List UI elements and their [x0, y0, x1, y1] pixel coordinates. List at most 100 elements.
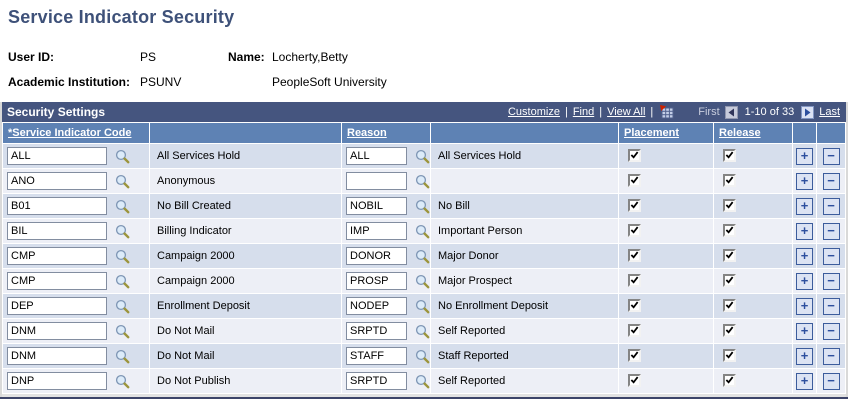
lookup-icon[interactable]: [415, 199, 430, 214]
service-indicator-code-input[interactable]: [7, 247, 107, 265]
lookup-icon[interactable]: [415, 249, 430, 264]
placement-cell: [619, 194, 713, 218]
lookup-icon[interactable]: [115, 174, 130, 189]
service-indicator-code-input[interactable]: [7, 197, 107, 215]
release-checkbox[interactable]: [723, 298, 736, 312]
placement-checkbox[interactable]: [628, 298, 641, 312]
placement-checkbox[interactable]: [628, 348, 641, 362]
placement-checkbox[interactable]: [628, 198, 641, 212]
delete-row-button[interactable]: −: [822, 297, 840, 315]
delete-row-button[interactable]: −: [822, 372, 840, 390]
service-indicator-code-input[interactable]: [7, 372, 107, 390]
customize-link[interactable]: Customize: [507, 106, 560, 118]
delete-row-button[interactable]: −: [822, 247, 840, 265]
delete-cell: −: [817, 269, 845, 293]
release-checkbox[interactable]: [723, 198, 736, 212]
service-indicator-code-input[interactable]: [7, 297, 107, 315]
delete-row-button[interactable]: −: [822, 222, 840, 240]
reason-cell: [342, 244, 430, 268]
code-description: No Bill Created: [150, 194, 341, 218]
lookup-icon[interactable]: [115, 224, 130, 239]
lookup-icon[interactable]: [115, 274, 130, 289]
delete-row-button[interactable]: −: [822, 347, 840, 365]
add-row-button[interactable]: +: [796, 322, 813, 340]
view-all-link[interactable]: View All: [607, 106, 646, 118]
user-id-label: User ID:: [8, 49, 55, 64]
service-indicator-code-input[interactable]: [7, 347, 107, 365]
add-row-button[interactable]: +: [796, 172, 813, 190]
delete-row-button[interactable]: −: [822, 197, 840, 215]
release-checkbox[interactable]: [723, 348, 736, 362]
last-link[interactable]: Last: [819, 106, 840, 118]
reason-input[interactable]: [346, 322, 407, 340]
toolbar-separator: |: [564, 106, 568, 118]
placement-checkbox[interactable]: [628, 373, 641, 387]
lookup-icon[interactable]: [415, 349, 430, 364]
release-checkbox[interactable]: [723, 173, 736, 187]
placement-checkbox[interactable]: [628, 173, 641, 187]
reason-input[interactable]: [346, 197, 407, 215]
reason-input[interactable]: [346, 372, 407, 390]
add-row-button[interactable]: +: [796, 197, 813, 215]
lookup-icon[interactable]: [415, 224, 430, 239]
delete-row-button[interactable]: −: [822, 322, 840, 340]
release-checkbox[interactable]: [723, 223, 736, 237]
service-indicator-code-input[interactable]: [7, 172, 107, 190]
add-row-button[interactable]: +: [796, 222, 813, 240]
release-checkbox[interactable]: [723, 373, 736, 387]
service-indicator-code-input[interactable]: [7, 322, 107, 340]
reason-input[interactable]: [346, 247, 407, 265]
lookup-icon[interactable]: [115, 249, 130, 264]
next-rows-button[interactable]: [801, 105, 815, 119]
code-cell: [3, 319, 149, 343]
placement-checkbox[interactable]: [628, 148, 641, 162]
checkmark-icon: [630, 201, 639, 209]
reason-input[interactable]: [346, 172, 407, 190]
checkmark-icon: [725, 251, 734, 259]
reason-input[interactable]: [346, 297, 407, 315]
placement-checkbox[interactable]: [628, 323, 641, 337]
lookup-icon[interactable]: [115, 349, 130, 364]
placement-checkbox[interactable]: [628, 273, 641, 287]
release-checkbox[interactable]: [723, 273, 736, 287]
release-checkbox[interactable]: [723, 248, 736, 262]
release-checkbox[interactable]: [723, 148, 736, 162]
add-row-button[interactable]: +: [796, 147, 813, 165]
lookup-icon[interactable]: [415, 324, 430, 339]
lookup-icon[interactable]: [415, 149, 430, 164]
add-row-button[interactable]: +: [796, 372, 813, 390]
add-row-button[interactable]: +: [796, 272, 813, 290]
service-indicator-code-input[interactable]: [7, 147, 107, 165]
reason-input[interactable]: [346, 347, 407, 365]
lookup-icon[interactable]: [115, 324, 130, 339]
delete-row-button[interactable]: −: [822, 272, 840, 290]
placement-checkbox[interactable]: [628, 248, 641, 262]
right-arrow-icon: [805, 108, 811, 116]
release-checkbox[interactable]: [723, 323, 736, 337]
download-to-excel-icon[interactable]: [660, 105, 675, 119]
find-link[interactable]: Find: [572, 106, 595, 118]
reason-input[interactable]: [346, 272, 407, 290]
service-indicator-code-input[interactable]: [7, 272, 107, 290]
placement-checkbox[interactable]: [628, 223, 641, 237]
add-row-button[interactable]: +: [796, 347, 813, 365]
reason-input[interactable]: [346, 222, 407, 240]
toolbar-separator: |: [650, 106, 654, 118]
toolbar-separator: |: [599, 106, 603, 118]
delete-row-button[interactable]: −: [822, 147, 840, 165]
lookup-icon[interactable]: [415, 374, 430, 389]
lookup-icon[interactable]: [115, 149, 130, 164]
add-row-button[interactable]: +: [796, 247, 813, 265]
delete-row-button[interactable]: −: [822, 172, 840, 190]
lookup-icon[interactable]: [115, 199, 130, 214]
service-indicator-code-input[interactable]: [7, 222, 107, 240]
delete-cell: −: [817, 169, 845, 193]
lookup-icon[interactable]: [415, 174, 430, 189]
lookup-icon[interactable]: [115, 374, 130, 389]
add-row-button[interactable]: +: [796, 297, 813, 315]
lookup-icon[interactable]: [415, 299, 430, 314]
reason-input[interactable]: [346, 147, 407, 165]
lookup-icon[interactable]: [115, 299, 130, 314]
table-row: Campaign 2000 Major Donor + −: [3, 244, 845, 268]
lookup-icon[interactable]: [415, 274, 430, 289]
